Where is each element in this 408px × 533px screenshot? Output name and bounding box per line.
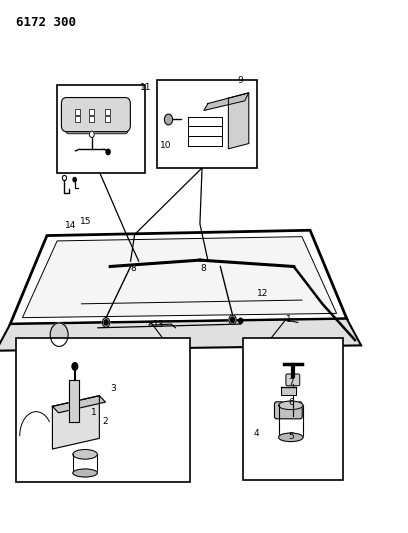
Bar [105, 109, 110, 115]
Text: 6: 6 [288, 398, 294, 407]
Circle shape [231, 317, 235, 322]
Text: 7: 7 [288, 378, 294, 387]
Bar [16, 338, 190, 482]
Text: 9: 9 [238, 76, 244, 85]
Text: 2: 2 [102, 417, 108, 426]
Polygon shape [10, 230, 347, 324]
Circle shape [239, 318, 243, 324]
Text: 5: 5 [288, 432, 294, 441]
Circle shape [73, 177, 76, 182]
Circle shape [104, 320, 108, 325]
FancyBboxPatch shape [62, 98, 131, 132]
Text: 13: 13 [153, 320, 165, 329]
Text: 8: 8 [200, 264, 206, 273]
Ellipse shape [279, 401, 303, 409]
Circle shape [106, 149, 110, 155]
Text: 10: 10 [160, 141, 172, 150]
Text: 8: 8 [131, 264, 136, 273]
Circle shape [89, 131, 94, 138]
Polygon shape [0, 319, 361, 351]
Polygon shape [22, 237, 337, 318]
Text: 12: 12 [257, 289, 268, 298]
Circle shape [164, 114, 173, 125]
Text: 6172 300: 6172 300 [16, 16, 76, 29]
Text: 14: 14 [65, 221, 77, 230]
Circle shape [50, 323, 68, 346]
Polygon shape [228, 93, 249, 149]
Circle shape [229, 315, 236, 325]
Circle shape [72, 362, 78, 370]
Text: 1: 1 [91, 408, 96, 417]
FancyBboxPatch shape [66, 105, 128, 134]
Text: 3: 3 [110, 384, 116, 393]
Ellipse shape [279, 433, 303, 441]
Polygon shape [69, 379, 79, 422]
Bar [89, 109, 94, 115]
Bar [89, 116, 94, 122]
Bar [282, 387, 296, 395]
Circle shape [102, 318, 110, 327]
Bar [57, 85, 145, 173]
Polygon shape [52, 395, 100, 449]
Ellipse shape [73, 469, 97, 477]
FancyBboxPatch shape [286, 374, 300, 386]
Polygon shape [52, 395, 105, 413]
Bar [243, 338, 343, 480]
FancyBboxPatch shape [275, 402, 302, 419]
Bar [75, 116, 80, 122]
Bar [157, 80, 257, 168]
Text: 11: 11 [140, 83, 151, 92]
Polygon shape [204, 93, 249, 110]
Ellipse shape [73, 449, 97, 459]
Text: 4: 4 [253, 429, 259, 438]
Bar [105, 116, 110, 122]
Text: 15: 15 [80, 217, 91, 226]
Bar [75, 109, 80, 115]
Text: 1: 1 [286, 314, 291, 324]
